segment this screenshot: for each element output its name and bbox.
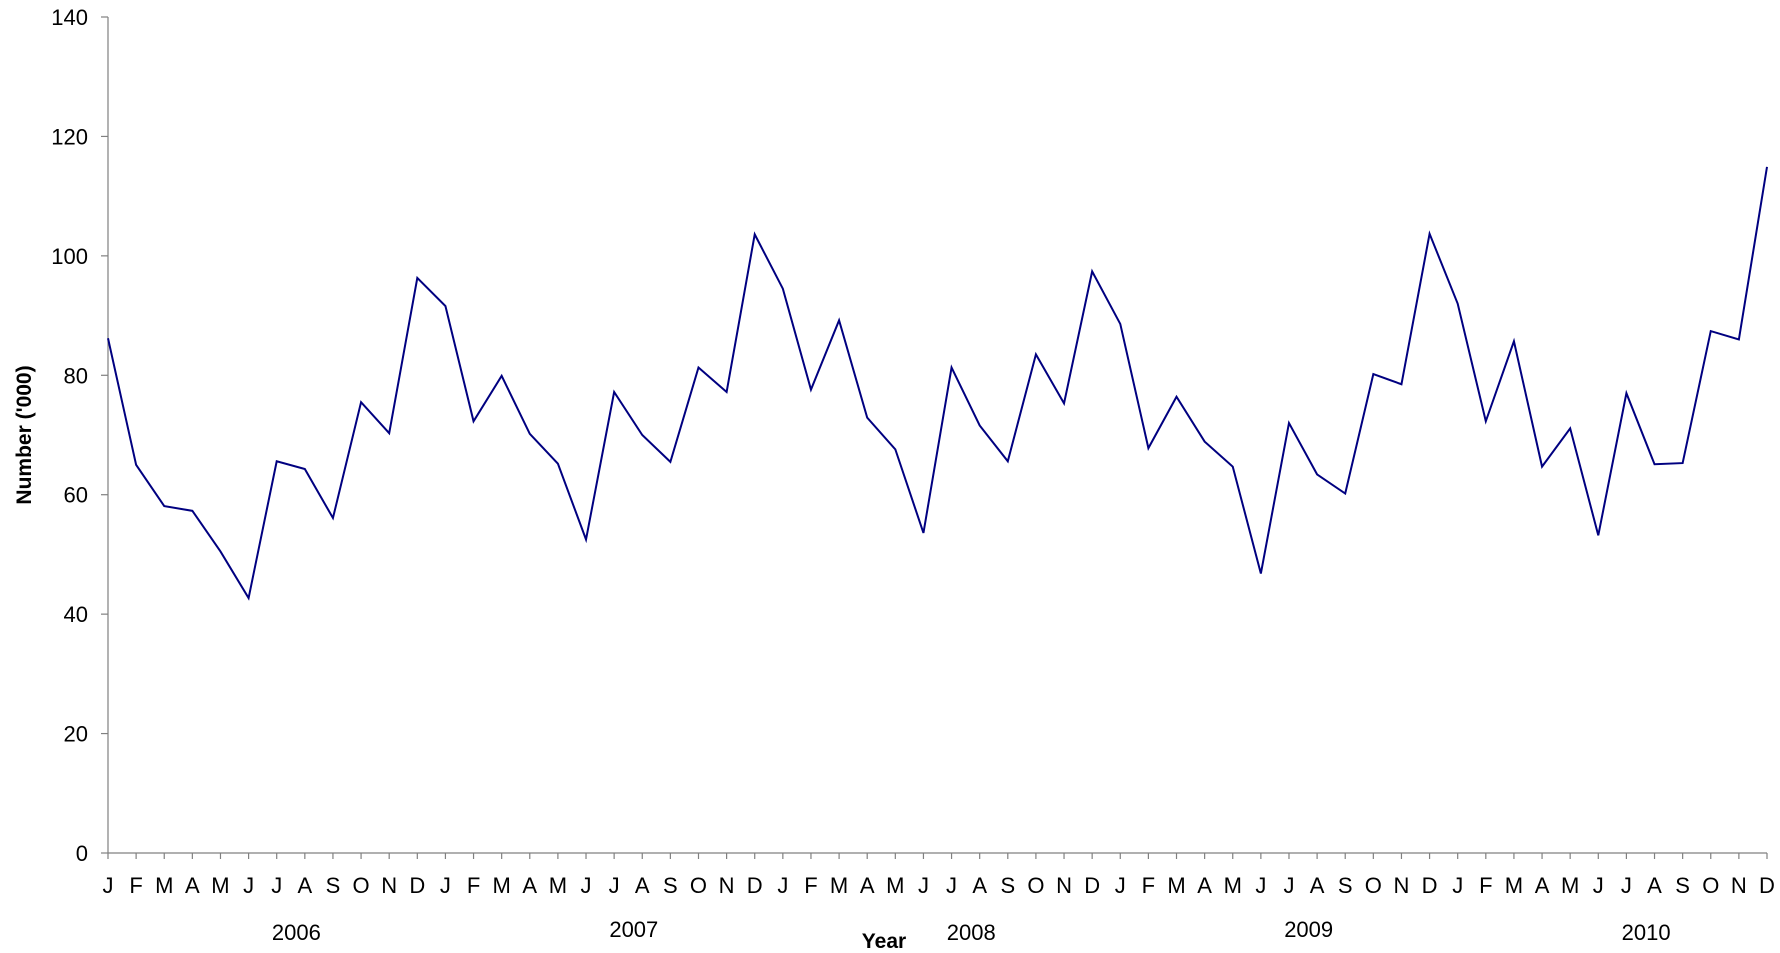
month-label: D (747, 873, 763, 898)
month-label: D (1759, 873, 1775, 898)
month-label: N (1056, 873, 1072, 898)
month-label: F (1142, 873, 1155, 898)
month-label: A (1535, 873, 1550, 898)
month-label: M (830, 873, 848, 898)
month-label: D (409, 873, 425, 898)
month-label: J (946, 873, 957, 898)
month-label: J (440, 873, 451, 898)
y-tick-label: 0 (76, 841, 88, 866)
month-label: S (326, 873, 341, 898)
y-tick-label: 120 (51, 124, 88, 149)
month-label: A (860, 873, 875, 898)
y-tick-label: 20 (64, 722, 88, 747)
month-label: N (1731, 873, 1747, 898)
y-axis-ticks: 0 20 40 60 80 100 120 140 (51, 5, 108, 866)
year-label: 2009 (1284, 917, 1333, 942)
month-label: A (972, 873, 987, 898)
month-label: A (1647, 873, 1662, 898)
month-label: O (690, 873, 707, 898)
series-line (107, 166, 1768, 601)
y-tick-label: 80 (64, 363, 88, 388)
x-axis-title: Year (862, 930, 906, 953)
month-label: S (1338, 873, 1353, 898)
month-label: A (185, 873, 200, 898)
month-label: O (1027, 873, 1044, 898)
month-label: F (467, 873, 480, 898)
month-label: M (549, 873, 567, 898)
month-label: N (381, 873, 397, 898)
month-label: S (1675, 873, 1690, 898)
month-label: F (129, 873, 142, 898)
month-label: J (1452, 873, 1463, 898)
month-label: M (1505, 873, 1523, 898)
month-label: J (581, 873, 592, 898)
month-label: M (211, 873, 229, 898)
month-label: F (804, 873, 817, 898)
month-label: J (1115, 873, 1126, 898)
month-label: O (353, 873, 370, 898)
year-label: 2007 (609, 917, 658, 942)
y-tick-label: 100 (51, 244, 88, 269)
month-label: J (609, 873, 620, 898)
month-label: M (1224, 873, 1242, 898)
y-tick-label: 40 (64, 602, 88, 627)
month-label: F (1479, 873, 1492, 898)
month-label: J (1255, 873, 1266, 898)
month-label: J (103, 873, 114, 898)
month-label: J (1283, 873, 1294, 898)
month-label: S (1000, 873, 1015, 898)
month-label: M (492, 873, 510, 898)
month-label: J (918, 873, 929, 898)
year-label: 2006 (272, 920, 321, 945)
month-label: M (1167, 873, 1185, 898)
month-label: N (719, 873, 735, 898)
y-tick-label: 140 (51, 5, 88, 30)
month-label: A (635, 873, 650, 898)
month-label: A (522, 873, 537, 898)
year-label: 2008 (947, 920, 996, 945)
month-label: S (663, 873, 678, 898)
month-label: A (1310, 873, 1325, 898)
month-label: M (886, 873, 904, 898)
x-axis-ticks (107, 853, 1768, 859)
month-label: A (297, 873, 312, 898)
month-label: N (1394, 873, 1410, 898)
month-label: M (1561, 873, 1579, 898)
month-label: O (1365, 873, 1382, 898)
year-label: 2010 (1622, 920, 1671, 945)
month-label: M (155, 873, 173, 898)
year-labels: 2006 2007 2008 2009 2010 (272, 917, 1671, 945)
y-tick-label: 60 (64, 483, 88, 508)
month-label: J (1593, 873, 1604, 898)
month-label: J (243, 873, 254, 898)
y-axis-title: Number ('000) (13, 365, 36, 504)
month-label: D (1084, 873, 1100, 898)
month-label: D (1422, 873, 1438, 898)
month-label: J (271, 873, 282, 898)
month-label: O (1702, 873, 1719, 898)
month-label: J (1621, 873, 1632, 898)
month-label: J (777, 873, 788, 898)
month-label: A (1197, 873, 1212, 898)
